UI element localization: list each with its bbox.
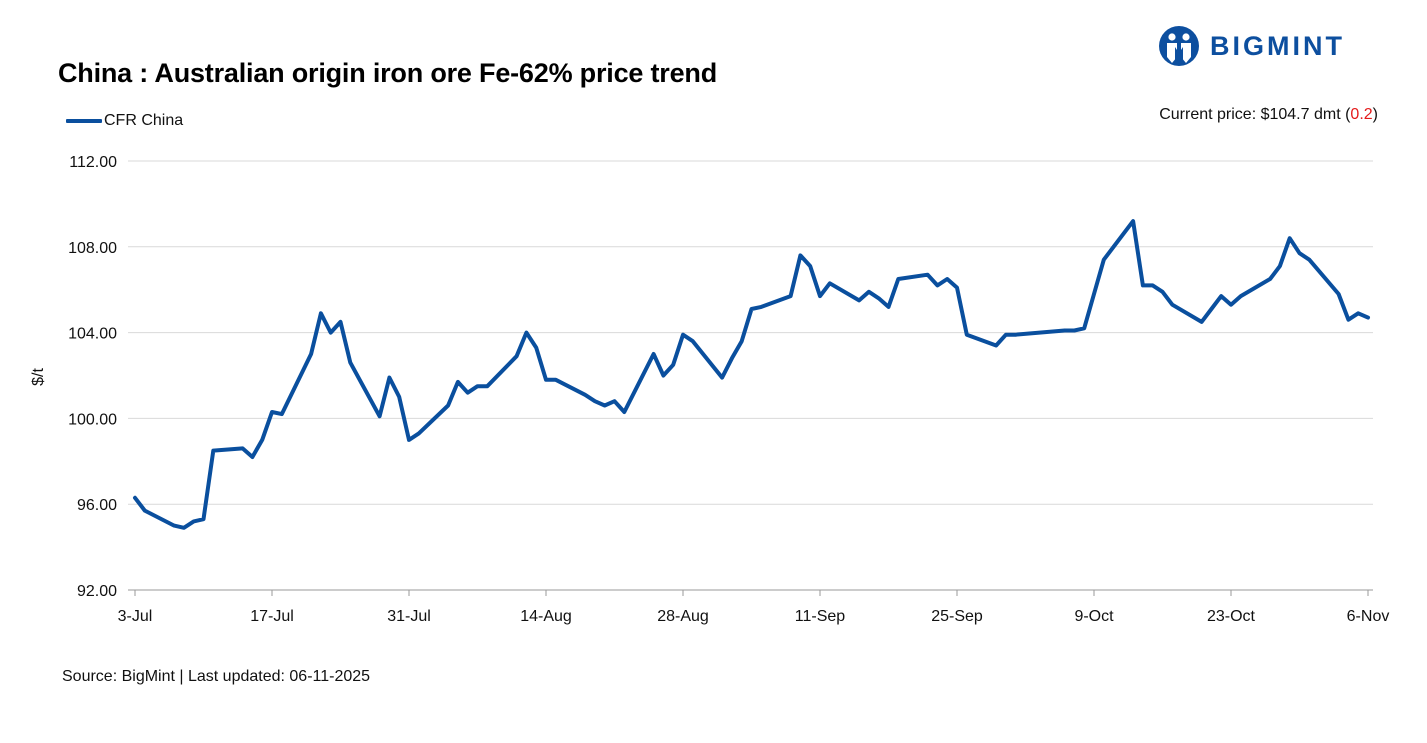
y-tick-label: 112.00	[69, 154, 117, 171]
x-tick-label: 17-Jul	[250, 608, 294, 625]
bigmint-logo: BIGMINT	[1158, 24, 1345, 68]
y-tick-label: 92.00	[77, 583, 117, 600]
series-line-cfr-china	[133, 219, 1370, 530]
x-tick-labels: 3-Jul 17-Jul 31-Jul 14-Aug 28-Aug 11-Sep 25-Se…	[118, 608, 1390, 625]
current-price-text: Current price: $104.7 dmt (	[1159, 106, 1351, 123]
y-tick-label: 108.00	[68, 240, 117, 257]
x-tick-label: 28-Aug	[657, 608, 709, 625]
x-tick-label: 11-Sep	[795, 608, 846, 625]
x-tick-label: 6-Nov	[1347, 608, 1390, 625]
x-tick-label: 9-Oct	[1074, 608, 1114, 625]
y-tick-label: 100.00	[68, 411, 117, 428]
y-tick-label: 96.00	[77, 497, 117, 514]
bigmint-logo-icon	[1159, 26, 1199, 66]
price-change-value: 0.2	[1350, 106, 1373, 123]
legend-label-cfr-china: CFR China	[104, 112, 184, 129]
y-tick-labels: 92.00 96.00 100.00 104.00 108.00 112.00	[68, 154, 117, 600]
x-tick-label: 14-Aug	[520, 608, 572, 625]
x-tick-label: 3-Jul	[118, 608, 153, 625]
brand-name: BIGMINT	[1210, 30, 1345, 61]
current-price-suffix: )	[1372, 106, 1378, 123]
legend-swatch-cfr-china	[66, 119, 102, 123]
current-price: Current price: $104.7 dmt (0.2)	[1159, 106, 1378, 124]
y-axis-label: $/t	[30, 368, 47, 386]
x-tick-label: 31-Jul	[387, 608, 431, 625]
y-tick-label: 104.00	[68, 326, 117, 343]
chart-title: China : Australian origin iron ore Fe-62…	[58, 58, 718, 88]
x-tick-label: 25-Sep	[931, 608, 983, 625]
source-note: Source: BigMint | Last updated: 06-11-20…	[62, 668, 371, 685]
chart-legend: CFR China	[66, 112, 183, 130]
gridlines	[128, 160, 1373, 596]
x-tick-label: 23-Oct	[1207, 608, 1256, 625]
series-layer	[133, 219, 1370, 530]
